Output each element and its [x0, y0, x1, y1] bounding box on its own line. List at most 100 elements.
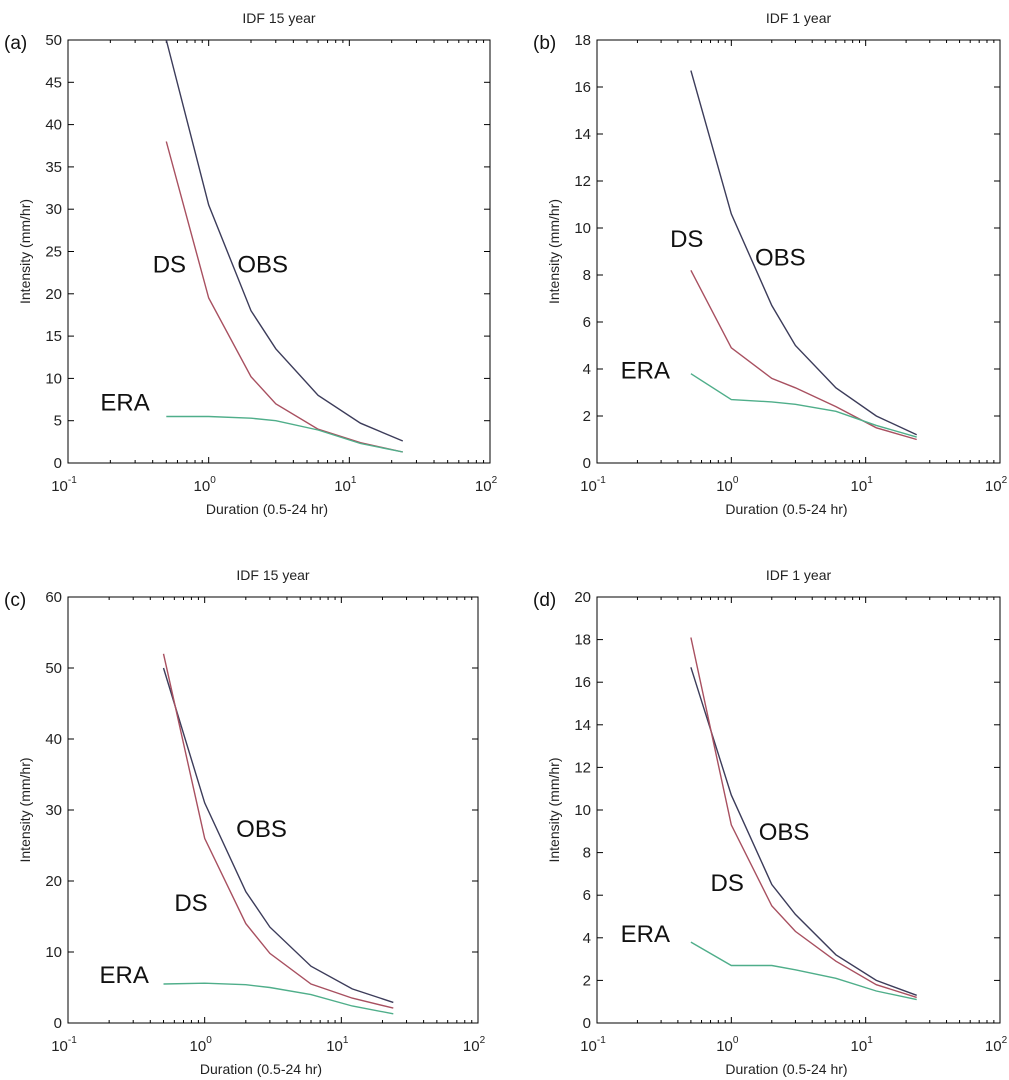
y-tick-label: 18 — [574, 632, 591, 649]
x-tick-label-base: 10 — [190, 1038, 207, 1055]
x-tick-label-exponent: 2 — [1002, 475, 1008, 486]
x-tick-label-exponent: 1 — [867, 1035, 873, 1046]
x-tick-label-base: 10 — [334, 478, 351, 495]
x-tick-label-base: 10 — [326, 1038, 343, 1055]
x-tick-label: 101 — [851, 475, 874, 495]
y-tick-label: 25 — [45, 244, 62, 261]
series-line-obs — [690, 667, 917, 996]
y-tick-label: 16 — [574, 79, 591, 96]
y-tick-label: 40 — [45, 731, 62, 748]
y-tick-label: 5 — [54, 413, 62, 430]
series-line-era — [690, 941, 917, 1001]
y-tick-label: 4 — [583, 930, 591, 947]
y-tick-label: 8 — [583, 845, 591, 862]
y-tick-label: 10 — [574, 802, 591, 819]
series-annotation: DS — [174, 890, 207, 917]
y-tick-label: 12 — [574, 173, 591, 190]
y-tick-label: 0 — [54, 455, 62, 472]
series-annotation: DS — [711, 870, 744, 897]
y-axis-label: Intensity (mm/hr) — [17, 757, 33, 862]
series-annotation: ERA — [621, 357, 670, 384]
x-axis-label: Duration (0.5-24 hr) — [200, 1061, 322, 1077]
panel-label: (c) — [4, 590, 26, 611]
chart-title: IDF 1 year — [766, 10, 832, 26]
y-tick-label: 15 — [45, 328, 62, 345]
x-tick-label-base: 10 — [463, 1038, 480, 1055]
x-tick-label-exponent: 0 — [206, 1035, 212, 1046]
y-tick-label: 0 — [54, 1015, 62, 1032]
x-tick-label-exponent: 0 — [733, 1035, 739, 1046]
y-tick-label: 4 — [583, 361, 591, 378]
y-tick-label: 10 — [45, 944, 62, 961]
y-tick-label: 10 — [574, 220, 591, 237]
series-annotation: OBS — [237, 252, 288, 279]
x-tick-label: 10-1 — [51, 475, 77, 495]
y-tick-label: 14 — [574, 126, 591, 143]
panel-label: (d) — [533, 590, 556, 611]
y-tick-label: 30 — [45, 802, 62, 819]
x-tick-label-exponent: 1 — [867, 475, 873, 486]
series-annotation: ERA — [621, 921, 670, 948]
x-tick-label: 102 — [463, 1035, 486, 1055]
series-line-obs — [162, 667, 394, 1004]
series-line-ds — [165, 141, 403, 453]
y-tick-label: 18 — [574, 32, 591, 49]
x-tick-label-exponent: -1 — [597, 1035, 606, 1046]
chart-title: IDF 1 year — [766, 567, 832, 583]
x-tick-label-base: 10 — [985, 1038, 1002, 1055]
y-tick-label: 40 — [45, 117, 62, 134]
series-line-era — [166, 415, 403, 453]
y-tick-label: 8 — [583, 267, 591, 284]
series-line-era — [163, 982, 394, 1015]
y-tick-label: 14 — [574, 717, 591, 734]
x-tick-label: 101 — [334, 475, 357, 495]
x-tick-label-exponent: 2 — [492, 475, 498, 486]
x-tick-label: 101 — [326, 1035, 349, 1055]
x-tick-label: 10-1 — [580, 475, 606, 495]
x-tick-label-base: 10 — [851, 478, 868, 495]
series-line-era — [690, 373, 917, 438]
series-line-obs — [690, 70, 917, 436]
x-tick-label-exponent: 1 — [351, 475, 357, 486]
x-tick-label-exponent: 2 — [1002, 1035, 1008, 1046]
x-tick-label-exponent: 0 — [733, 475, 739, 486]
y-tick-label: 6 — [583, 887, 591, 904]
chart-title: IDF 15 year — [242, 10, 315, 26]
y-tick-label: 0 — [583, 1015, 591, 1032]
x-tick-label-base: 10 — [475, 478, 492, 495]
x-tick-label: 102 — [475, 475, 498, 495]
y-tick-label: 20 — [45, 286, 62, 303]
x-tick-label-base: 10 — [194, 478, 211, 495]
x-tick-label: 102 — [985, 1035, 1008, 1055]
y-tick-label: 2 — [583, 408, 591, 425]
panel-label: (a) — [4, 33, 27, 54]
x-tick-label: 10-1 — [580, 1035, 606, 1055]
x-tick-label-exponent: -1 — [68, 475, 77, 486]
series-annotation: OBS — [755, 245, 806, 272]
y-tick-label: 50 — [45, 32, 62, 49]
y-tick-label: 0 — [583, 455, 591, 472]
x-tick-label: 100 — [716, 1035, 739, 1055]
y-tick-label: 50 — [45, 660, 62, 677]
y-tick-label: 20 — [45, 873, 62, 890]
y-tick-label: 35 — [45, 159, 62, 176]
y-tick-label: 60 — [45, 589, 62, 606]
x-tick-label-base: 10 — [51, 1038, 68, 1055]
plot-frame — [596, 39, 1001, 464]
x-tick-label-exponent: 2 — [480, 1035, 486, 1046]
chart-title: IDF 15 year — [236, 567, 309, 583]
x-tick-label-exponent: -1 — [68, 1035, 77, 1046]
y-tick-label: 45 — [45, 74, 62, 91]
y-tick-label: 2 — [583, 972, 591, 989]
series-line-obs — [165, 39, 404, 442]
y-axis-label: Intensity (mm/hr) — [546, 199, 562, 304]
x-tick-label-base: 10 — [985, 478, 1002, 495]
x-tick-label: 100 — [194, 475, 217, 495]
x-axis-label: Duration (0.5-24 hr) — [206, 501, 328, 517]
